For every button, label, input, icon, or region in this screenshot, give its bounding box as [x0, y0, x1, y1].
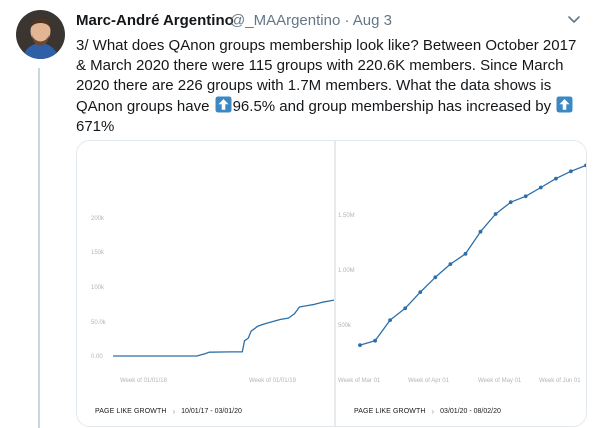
x-tick-label: Week of Mar 01 — [338, 378, 381, 384]
x-tick-label: Week of May 01 — [478, 378, 522, 384]
y-tick-label: 50.0k — [91, 320, 107, 326]
panel-divider — [334, 141, 336, 426]
footer-date-range: 10/01/17 - 03/01/20 — [181, 408, 242, 415]
x-tick-label: Week of Apr 01 — [408, 378, 450, 384]
data-point — [433, 275, 438, 280]
data-point — [358, 343, 362, 347]
tweet-text: 3/ What does QAnon groups membership loo… — [76, 36, 586, 137]
data-point — [478, 229, 483, 234]
data-point — [508, 200, 513, 205]
x-tick-label: Week of 01/01/19 — [249, 378, 297, 384]
data-point — [569, 169, 573, 174]
attached-image-card[interactable]: 200k 150k 100k 50.0k 0.00 Week of 01/01/… — [76, 140, 587, 427]
y-tick-label: 150k — [91, 250, 105, 256]
data-point — [554, 176, 558, 181]
right-chart-panel: 1.50M 1.00M 500k Week of Mar 01 Week of … — [336, 141, 586, 426]
y-tick-label: 100k — [91, 285, 105, 291]
tweet-text-line: QAnon groups have 96.5% and group member… — [76, 96, 586, 117]
thread-connector-line — [38, 68, 40, 428]
data-point — [403, 306, 408, 311]
chevron-down-icon[interactable] — [565, 10, 583, 28]
display-name[interactable]: Marc-André Argentino — [76, 12, 234, 29]
footer-title: PAGE LIKE GROWTH — [354, 408, 426, 415]
y-tick-label: 500k — [338, 323, 352, 329]
series-line — [113, 299, 335, 357]
data-point — [448, 262, 453, 266]
data-point — [584, 163, 586, 168]
left-chart-footer: PAGE LIKE GROWTH › 10/01/17 - 03/01/20 — [95, 407, 242, 416]
tweet-text-segment: 96.5% and group membership has increased… — [232, 98, 556, 115]
series-line — [359, 164, 586, 346]
user-avatar[interactable] — [16, 10, 65, 59]
right-chart-footer: PAGE LIKE GROWTH › 03/01/20 - 08/02/20 — [354, 407, 501, 416]
data-point — [538, 185, 543, 190]
up-arrow-emoji-icon — [556, 96, 573, 113]
tweet-text-line: 2020 there are 226 groups with 1.7M memb… — [76, 77, 552, 94]
right-growth-chart: 1.50M 1.00M 500k Week of Mar 01 Week of … — [338, 163, 586, 384]
left-growth-chart: 200k 150k 100k 50.0k 0.00 Week of 01/01/… — [91, 216, 335, 384]
y-tick-label: 200k — [91, 216, 105, 222]
footer-title: PAGE LIKE GROWTH — [95, 408, 167, 415]
handle-and-date[interactable]: @_MAArgentino · Aug 3 — [230, 12, 392, 29]
y-tick-label: 1.00M — [338, 268, 355, 274]
left-chart-panel: 200k 150k 100k 50.0k 0.00 Week of 01/01/… — [77, 141, 335, 426]
y-tick-label: 0.00 — [91, 354, 103, 360]
avatar-image — [16, 10, 65, 59]
tweet-text-line: 671% — [76, 118, 115, 135]
tweet-text-line: & March 2020 there were 115 groups with … — [76, 57, 564, 74]
x-tick-label: Week of 01/01/18 — [120, 378, 168, 384]
data-point — [493, 212, 498, 216]
up-arrow-emoji-icon — [215, 96, 232, 113]
data-point — [373, 338, 377, 343]
breadcrumb-separator: › — [431, 407, 435, 416]
data-point — [523, 194, 528, 199]
y-tick-label: 1.50M — [338, 213, 355, 219]
breadcrumb-separator: › — [172, 407, 176, 416]
footer-date-range: 03/01/20 - 08/02/20 — [440, 408, 501, 415]
x-tick-label: Week of Jun 01 — [539, 378, 581, 384]
tweet-text-segment: QAnon groups have — [76, 98, 214, 115]
data-point — [418, 290, 423, 294]
data-point — [463, 251, 468, 256]
data-point — [388, 318, 392, 322]
tweet-text-line: 3/ What does QAnon groups membership loo… — [76, 37, 577, 54]
